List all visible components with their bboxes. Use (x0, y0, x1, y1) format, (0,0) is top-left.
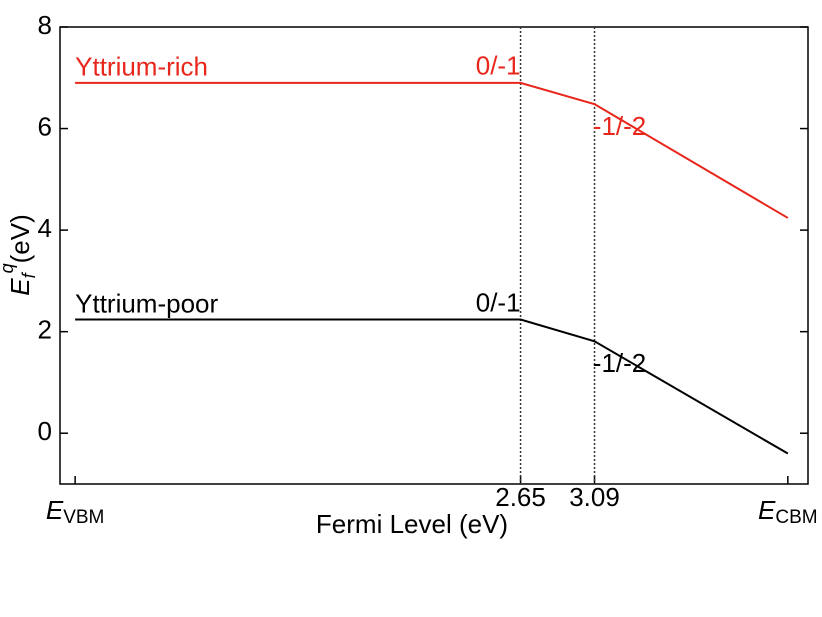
series-label: Yttrium-rich (75, 52, 208, 82)
y-axis-label: Efq(eV) (0, 214, 39, 296)
x-tick-label-sub: CBM (775, 507, 817, 528)
y-tick-label: 0 (38, 416, 52, 446)
y-label-main: E (5, 278, 35, 296)
transition-label: 0/-1 (476, 51, 521, 81)
y-label-sub: f (19, 271, 39, 278)
transition-label: 0/-1 (476, 287, 521, 317)
x-tick-label: EVBM (46, 495, 105, 528)
x-tick-label: 3.09 (569, 482, 620, 512)
y-tick-label: 2 (38, 315, 52, 345)
series-line (75, 318, 789, 455)
transition-label: -1/-2 (593, 348, 646, 378)
y-tick-label: 6 (38, 111, 52, 141)
x-tick-label: 2.65 (495, 482, 546, 512)
x-tick-label-sub: VBM (63, 507, 104, 528)
plot-frame (59, 26, 809, 485)
x-tick-label: ECBM (758, 495, 818, 528)
x-tick-label-main: E (46, 495, 64, 525)
y-tick-label: 4 (38, 213, 52, 243)
x-tick-label-main: E (758, 495, 776, 525)
y-tick-label: 8 (38, 10, 52, 40)
y-label-unit: (eV) (5, 214, 35, 263)
transition-label: -1/-2 (593, 111, 646, 141)
y-label-sup: q (0, 263, 17, 273)
series-line (75, 81, 789, 219)
series-label: Yttrium-poor (75, 288, 218, 318)
x-axis-label: Fermi Level (eV) (316, 509, 508, 539)
